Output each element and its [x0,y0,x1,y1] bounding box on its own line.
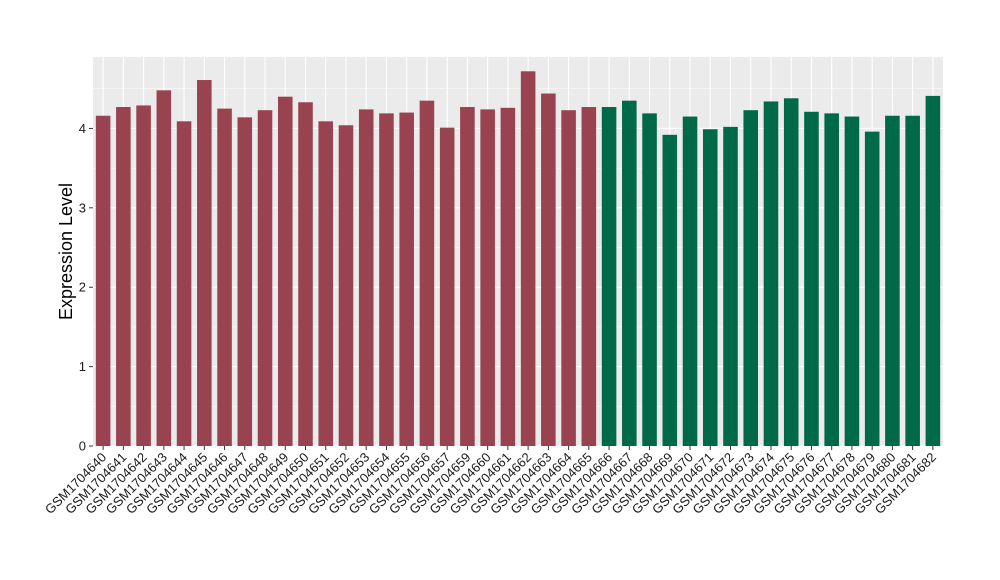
bar-GSM1704653 [358,109,374,446]
bar-GSM1704642 [136,105,151,447]
bar-GSM1704640 [95,115,111,446]
y-axis-title: Expression Level [56,183,76,320]
bar-GSM1704677 [824,113,839,447]
bar-GSM1704682 [925,95,941,447]
bar-GSM1704644 [176,121,192,447]
bar-GSM1704672 [723,126,738,447]
bar-GSM1704655 [399,112,414,447]
bar-GSM1704667 [622,100,637,446]
bar-GSM1704679 [864,131,880,446]
bar-GSM1704662 [520,71,536,446]
y-tick-label: 3 [79,200,86,215]
bars-group [95,71,941,447]
bar-GSM1704669 [662,134,678,447]
bar-GSM1704668 [642,113,657,447]
y-tick-label: 0 [79,439,86,454]
bar-GSM1704680 [885,115,900,446]
minor-gridlines [93,88,943,407]
bar-GSM1704663 [541,93,556,446]
bar-GSM1704643 [156,90,172,446]
bar-GSM1704675 [783,98,799,447]
bar-GSM1704651 [318,121,334,447]
bar-GSM1704665 [581,107,597,446]
bar-GSM1704654 [379,113,394,447]
bar-GSM1704681 [905,115,920,446]
bar-GSM1704676 [804,111,819,446]
bar-GSM1704659 [460,107,475,446]
bar-GSM1704649 [277,96,293,446]
bar-GSM1704671 [702,129,718,446]
bar-GSM1704648 [257,110,273,447]
y-tick-label: 1 [79,359,86,374]
bar-GSM1704661 [500,107,516,446]
bar-GSM1704660 [480,109,495,446]
bar-GSM1704646 [217,108,232,446]
bar-GSM1704678 [844,116,860,446]
plot-panel [93,57,943,446]
bar-GSM1704666 [601,107,617,446]
y-tick-label: 2 [79,280,86,295]
bar-GSM1704664 [561,110,576,447]
bar-GSM1704674 [763,101,779,446]
bar-GSM1704647 [237,117,253,447]
bar-GSM1704652 [338,125,354,446]
bar-GSM1704645 [197,80,212,446]
bar-GSM1704673 [743,110,759,447]
bar-GSM1704641 [116,107,131,446]
y-axis: 0 1 2 3 4 [79,121,93,454]
y-tick-label: 4 [79,121,86,136]
bar-GSM1704656 [419,100,435,446]
bar-GSM1704670 [682,116,698,446]
x-axis: GSM1704640GSM1704641GSM1704642GSM1704643… [42,446,939,517]
bar-GSM1704650 [298,102,313,446]
bar-GSM1704657 [439,127,455,447]
